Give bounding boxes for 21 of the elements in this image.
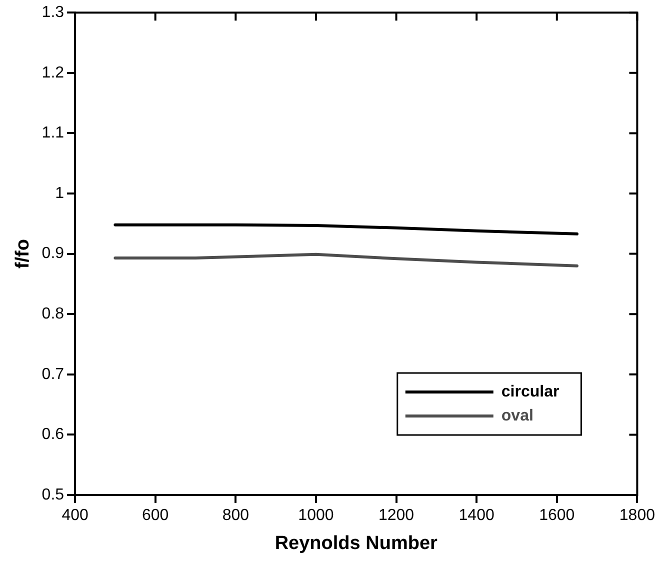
y-tick-label: 1 [55, 184, 64, 202]
x-tick-label: 1600 [539, 507, 575, 524]
y-tick-label: 0.5 [42, 486, 64, 504]
y-tick-label: 1.2 [42, 64, 64, 82]
x-tick-label: 600 [142, 507, 169, 524]
y-tick-label: 0.6 [42, 426, 64, 444]
text: circular [501, 383, 560, 400]
x-axis-title: Reynolds Number [274, 532, 438, 554]
x-tick-label: 800 [222, 507, 250, 524]
x-tick-label: 1400 [458, 507, 494, 524]
text: oval [501, 407, 534, 424]
x-tick-label: 1200 [378, 507, 414, 524]
y-tick-label: 0.7 [42, 366, 64, 383]
y-tick-label: 0.8 [42, 306, 64, 323]
x-tick-label: 1800 [619, 507, 656, 524]
y-tick-label: 1.3 [42, 4, 64, 22]
y-axis-title: f/fo [12, 239, 34, 269]
x-tick-label: 400 [62, 507, 88, 524]
x-tick-label: 1000 [298, 507, 334, 524]
y-tick-label: 1.1 [42, 124, 64, 142]
y-tick-label: 0.9 [42, 245, 64, 262]
